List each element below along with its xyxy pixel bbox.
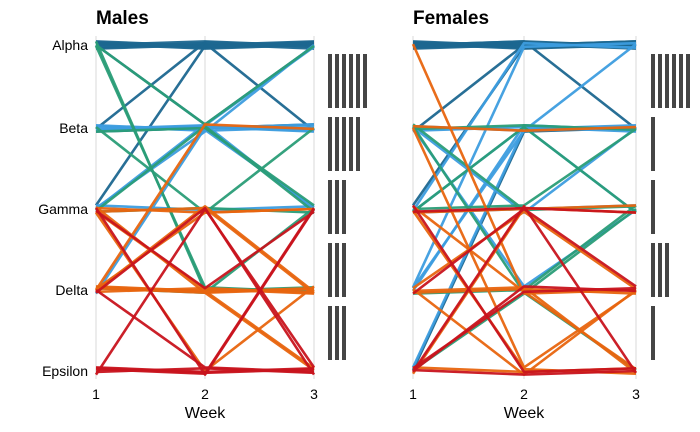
males-side-bar-gamma	[328, 180, 332, 234]
males-trajectory-line	[94, 41, 315, 207]
females-x-tick-label: 1	[409, 386, 417, 402]
females-side-bar-delta	[658, 243, 662, 297]
males-side-bar-alpha	[335, 54, 339, 108]
males-trajectory-line	[95, 286, 315, 372]
males-side-bar-gamma	[342, 180, 346, 234]
males-side-bar-epsilon	[342, 306, 346, 360]
males-side-bar-beta	[342, 117, 346, 171]
males-side-bar-alpha	[363, 54, 367, 108]
males-side-bar-delta	[328, 243, 332, 297]
males-panel-title: Males	[96, 8, 149, 29]
males-side-bar-epsilon	[328, 306, 332, 360]
males-x-axis-title: Week	[185, 405, 227, 422]
females-trajectory-line	[411, 204, 637, 374]
males-side-bar-alpha	[342, 54, 346, 108]
males-trajectory-line	[95, 285, 315, 370]
males-side-bar-delta	[335, 243, 339, 297]
males-side-bar-gamma	[335, 180, 339, 234]
females-panel: 1 2 3 Females Week	[409, 8, 690, 422]
females-side-bar-delta	[665, 243, 669, 297]
females-side-bar-alpha	[658, 54, 662, 108]
females-trajectory-line	[412, 287, 637, 295]
males-panel: Alpha Beta Gamma Delta Epsilon 1 2 3 Males Wee…	[38, 8, 367, 422]
males-side-bar-beta	[356, 117, 360, 171]
females-trajectory-line	[412, 206, 637, 214]
females-trajectory-line	[412, 40, 637, 130]
males-trajectory-line	[95, 288, 315, 374]
y-axis-label-delta: Delta	[55, 282, 88, 298]
females-trajectory-line	[412, 285, 637, 373]
females-side-bar-alpha	[665, 54, 669, 108]
females-trajectory-line	[411, 205, 638, 374]
males-x-tick-label: 1	[92, 386, 100, 402]
males-side-bar-delta	[342, 243, 346, 297]
females-x-tick-label: 2	[520, 386, 528, 402]
females-side-bar-alpha	[651, 54, 655, 108]
males-trajectory-line	[95, 209, 315, 290]
females-panel-title: Females	[413, 8, 489, 29]
males-trajectory-line	[95, 207, 316, 376]
males-x-tick-label: 2	[201, 386, 209, 402]
females-side-bar-alpha	[686, 54, 690, 108]
males-trajectory-line	[95, 126, 315, 207]
females-side-bar-alpha	[679, 54, 683, 108]
males-x-tick-label: 3	[310, 386, 318, 402]
females-side-bar-epsilon	[651, 306, 655, 360]
y-axis-label-gamma: Gamma	[38, 201, 88, 217]
males-trajectory-line	[94, 123, 315, 291]
males-side-bar-epsilon	[335, 306, 339, 360]
males-side-bar-beta	[328, 117, 332, 171]
y-axis-label-beta: Beta	[59, 120, 88, 136]
males-trajectory-line	[95, 40, 315, 130]
males-side-bar-beta	[335, 117, 339, 171]
females-side-bar-alpha	[672, 54, 676, 108]
females-side-bar-beta	[651, 117, 655, 171]
y-axis-label-alpha: Alpha	[52, 37, 88, 53]
y-axis-label-epsilon: Epsilon	[42, 363, 88, 379]
females-side-bar-gamma	[651, 180, 655, 234]
males-side-bar-alpha	[328, 54, 332, 108]
females-x-axis-title: Week	[504, 405, 546, 422]
females-trajectory-line	[411, 124, 637, 368]
males-side-bar-alpha	[356, 54, 360, 108]
females-x-tick-label: 3	[632, 386, 640, 402]
females-side-bar-delta	[651, 243, 655, 297]
males-trajectory-line	[95, 206, 316, 376]
females-trajectory-line	[412, 124, 637, 132]
males-side-bar-alpha	[349, 54, 353, 108]
males-side-bar-beta	[349, 117, 353, 171]
females-trajectory-line	[412, 368, 637, 376]
